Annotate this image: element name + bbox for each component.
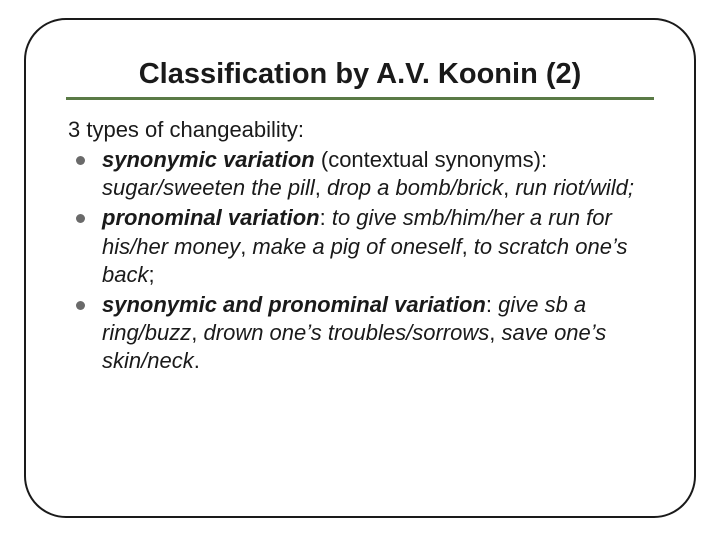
example: drown one’s troubles/sorrows <box>204 320 490 345</box>
tail: ; <box>148 262 154 287</box>
slide-body: 3 types of changeability: synonymic vari… <box>68 116 646 375</box>
after-term: : <box>320 205 332 230</box>
term: synonymic and pronominal variation <box>102 292 486 317</box>
sep: , <box>489 320 501 345</box>
sep: , <box>315 175 327 200</box>
example: drop a bomb/brick <box>327 175 503 200</box>
term: pronominal variation <box>102 205 320 230</box>
sep: , <box>462 234 474 259</box>
term: synonymic variation <box>102 147 315 172</box>
intro-line: 3 types of changeability: <box>68 116 646 144</box>
after-term: (contextual synonyms): <box>315 147 547 172</box>
bullet-list: synonymic variation (contextual synonyms… <box>68 146 646 375</box>
list-item: synonymic variation (contextual synonyms… <box>68 146 646 202</box>
slide-frame: Classification by A.V. Koonin (2) 3 type… <box>24 18 696 518</box>
tail: . <box>194 348 200 373</box>
list-item: pronominal variation: to give smb/him/he… <box>68 204 646 288</box>
sep: , <box>240 234 252 259</box>
list-item: synonymic and pronominal variation: give… <box>68 291 646 375</box>
slide-title: Classification by A.V. Koonin (2) <box>66 58 654 100</box>
sep: , <box>503 175 515 200</box>
example: run riot/wild; <box>515 175 634 200</box>
example: sugar/sweeten the pill <box>102 175 315 200</box>
sep: , <box>191 320 203 345</box>
after-term: : <box>486 292 498 317</box>
slide: Classification by A.V. Koonin (2) 3 type… <box>0 0 720 540</box>
example: make a pig of oneself <box>252 234 461 259</box>
